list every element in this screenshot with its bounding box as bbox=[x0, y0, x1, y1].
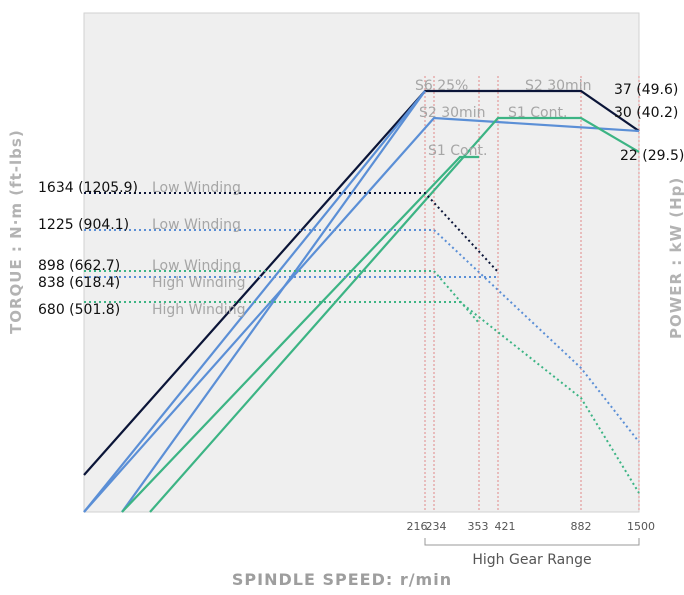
winding-label: Low Winding bbox=[152, 217, 241, 233]
series-line-s2-b bbox=[83, 116, 640, 513]
x-axis-label: SPINDLE SPEED: r/min bbox=[231, 570, 453, 589]
x-tick-label: 421 bbox=[495, 520, 516, 533]
curve-label: S1 Cont. bbox=[428, 143, 487, 159]
range-bracket bbox=[424, 538, 640, 546]
x-tick-label: 234 bbox=[426, 520, 447, 533]
torque-value-label: 1225 (904.1) bbox=[38, 217, 129, 233]
range-label: High Gear Range bbox=[472, 552, 591, 568]
winding-label: High Winding bbox=[152, 275, 245, 291]
x-tick-label: 1500 bbox=[627, 520, 655, 533]
y-axis-label-right: POWER : kW (Hp) bbox=[667, 176, 684, 339]
torque-value-label: 898 (662.7) bbox=[38, 258, 120, 274]
series-line-s1-a bbox=[121, 155, 479, 513]
power-value-label: 22 (29.5) bbox=[620, 148, 684, 164]
curve-label: S2 30min bbox=[419, 105, 485, 121]
torque-value-label: 680 (501.8) bbox=[38, 302, 120, 318]
series-line-s6 bbox=[83, 89, 640, 476]
curve-label: S2 30min bbox=[525, 78, 591, 94]
power-value-label: 37 (49.6) bbox=[614, 82, 678, 98]
x-tick-label: 353 bbox=[468, 520, 489, 533]
winding-label: High Winding bbox=[152, 302, 245, 318]
torque-line-1225 bbox=[84, 229, 640, 443]
torque-line-1634 bbox=[84, 192, 499, 273]
plot-area bbox=[83, 12, 640, 513]
power-value-label: 30 (40.2) bbox=[614, 105, 678, 121]
y-axis-label-left: TORQUE : N·m (ft-lbs) bbox=[7, 129, 25, 334]
torque-line-680 bbox=[84, 301, 640, 494]
x-tick-label: 882 bbox=[571, 520, 592, 533]
torque-value-label: 838 (618.4) bbox=[38, 275, 120, 291]
curve-label: S1 Cont. bbox=[508, 105, 567, 121]
winding-label: Low Winding bbox=[152, 180, 241, 196]
torque-value-label: 1634 (1205.9) bbox=[38, 180, 138, 196]
winding-label: Low Winding bbox=[152, 258, 241, 274]
series-line-s1-b bbox=[149, 116, 640, 513]
series-line-s2-c bbox=[121, 90, 426, 513]
curve-label: S6 25% bbox=[415, 78, 468, 94]
x-tick-label: 216 bbox=[407, 520, 428, 533]
